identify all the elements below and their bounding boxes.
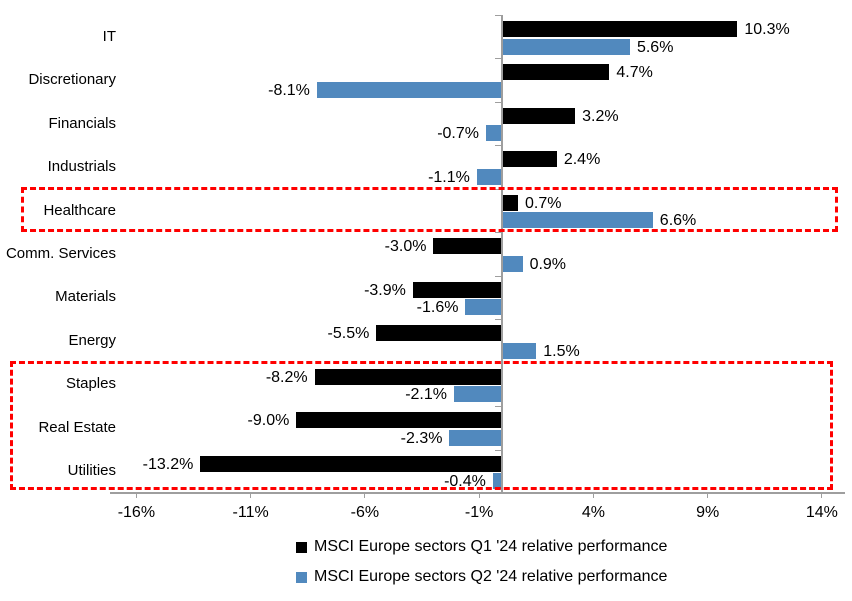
bar xyxy=(502,255,523,272)
category-label: Financials xyxy=(48,114,116,132)
bar xyxy=(412,281,502,298)
value-label: -2.1% xyxy=(405,386,447,404)
axis-tick xyxy=(495,58,502,60)
value-label: -5.5% xyxy=(327,325,370,343)
bar xyxy=(296,412,502,429)
value-label: -13.2% xyxy=(142,455,194,473)
category-label: Utilities xyxy=(67,462,116,480)
category-label: Discretionary xyxy=(28,71,116,89)
bar xyxy=(476,168,502,185)
axis-tick xyxy=(495,492,502,494)
bar xyxy=(433,238,502,255)
value-label: -3.0% xyxy=(384,238,427,256)
x-tick-label: 4% xyxy=(581,504,605,521)
bar xyxy=(502,212,653,229)
axis-tick xyxy=(821,493,823,498)
value-label: -0.7% xyxy=(437,125,479,143)
category-label: Healthcare xyxy=(43,201,116,219)
value-label: -2.3% xyxy=(400,429,443,447)
bar xyxy=(376,325,502,342)
bar xyxy=(465,299,502,316)
category-label: Industrials xyxy=(47,158,116,176)
legend-item-q1: MSCI Europe sectors Q1 '24 relative perf… xyxy=(296,537,667,557)
bar xyxy=(454,386,502,403)
bar xyxy=(486,125,502,142)
axis-tick xyxy=(707,493,709,498)
axis-tick xyxy=(495,232,502,234)
category-label: Staples xyxy=(65,375,116,393)
legend-label-q2: MSCI Europe sectors Q2 '24 relative perf… xyxy=(314,568,668,585)
bar xyxy=(314,368,502,385)
x-tick-label: 9% xyxy=(696,504,720,521)
axis-tick xyxy=(495,319,502,321)
axis-tick xyxy=(495,406,502,408)
bar xyxy=(316,81,502,98)
legend-swatch-q2 xyxy=(296,571,307,583)
bar xyxy=(449,429,502,446)
value-label: 5.6% xyxy=(636,38,674,56)
axis-tick xyxy=(495,101,502,103)
bar xyxy=(502,194,518,211)
axis-tick xyxy=(478,493,480,498)
axis-tick xyxy=(495,145,502,147)
highlight-box xyxy=(21,187,838,232)
value-label: 2.4% xyxy=(563,151,601,169)
bar xyxy=(502,342,537,359)
x-tick-label: -1% xyxy=(464,504,494,521)
value-label: -1.1% xyxy=(428,168,470,186)
category-label: Real Estate xyxy=(38,418,116,436)
category-label: Energy xyxy=(68,331,116,349)
bar xyxy=(502,21,738,37)
bar xyxy=(502,151,557,168)
category-label: Materials xyxy=(55,288,116,306)
legend-swatch-q1 xyxy=(296,541,307,553)
axis-tick xyxy=(135,493,137,498)
x-tick-label: -6% xyxy=(350,504,380,521)
value-label: -0.4% xyxy=(444,473,486,490)
bar xyxy=(502,64,610,81)
axis-tick xyxy=(495,275,502,277)
value-label: 1.5% xyxy=(543,342,580,360)
category-label: Comm. Services xyxy=(5,244,116,262)
value-label: -9.0% xyxy=(247,412,290,430)
y-axis-line xyxy=(501,15,503,493)
bar xyxy=(200,455,502,472)
bar xyxy=(492,473,502,489)
x-axis-line xyxy=(110,492,845,494)
axis-tick xyxy=(495,15,502,16)
value-label: 6.6% xyxy=(659,212,697,230)
x-tick-label: -11% xyxy=(232,504,269,521)
axis-tick xyxy=(250,493,252,498)
x-tick-label: -16% xyxy=(117,504,156,521)
legend-item-q2: MSCI Europe sectors Q2 '24 relative perf… xyxy=(296,567,667,587)
bar xyxy=(502,38,630,55)
legend-label-q1: MSCI Europe sectors Q1 '24 relative perf… xyxy=(314,538,668,555)
axis-tick xyxy=(495,449,502,451)
axis-tick xyxy=(592,493,594,498)
value-label: -8.1% xyxy=(268,81,310,99)
value-label: 0.7% xyxy=(524,194,562,212)
value-label: 4.7% xyxy=(616,64,653,82)
value-label: -3.9% xyxy=(364,281,406,299)
axis-tick xyxy=(364,493,366,498)
highlight-box xyxy=(10,361,833,490)
value-label: 10.3% xyxy=(744,21,790,38)
x-tick-label: 14% xyxy=(805,504,838,521)
value-label: -1.6% xyxy=(416,299,459,317)
bar xyxy=(502,107,576,124)
value-label: 0.9% xyxy=(529,255,567,273)
value-label: 3.2% xyxy=(582,107,619,125)
category-label: IT xyxy=(102,27,116,45)
value-label: -8.2% xyxy=(265,368,308,386)
